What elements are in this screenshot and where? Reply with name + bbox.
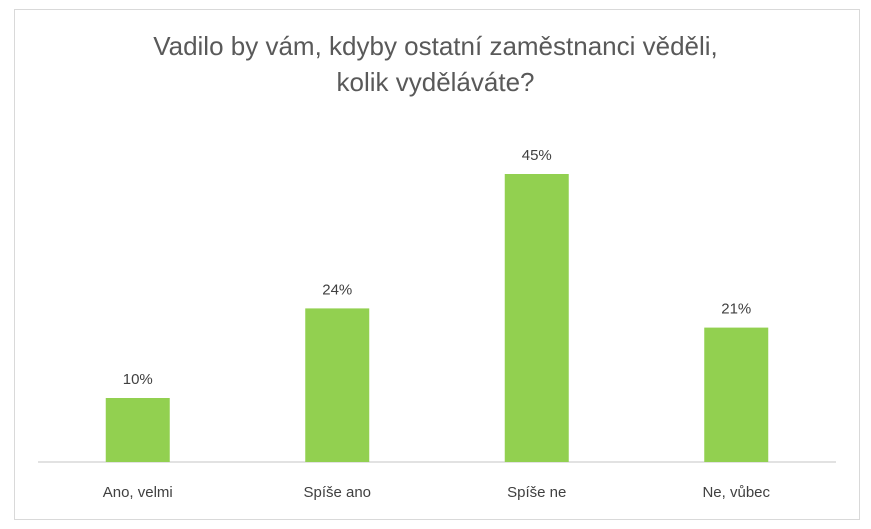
data-label: 24% xyxy=(322,281,352,298)
bar xyxy=(704,327,769,462)
category-label: Ano, velmi xyxy=(103,484,173,501)
bar xyxy=(105,398,170,462)
data-label: 45% xyxy=(522,147,552,164)
data-label: 10% xyxy=(123,371,153,388)
bar xyxy=(504,174,569,462)
category-label: Spíše ano xyxy=(303,484,371,501)
chart-title-line-1: Vadilo by vám, kdyby ostatní zaměstnanci… xyxy=(153,31,718,61)
chart-title: Vadilo by vám, kdyby ostatní zaměstnanci… xyxy=(0,28,871,100)
chart-title-line-2: kolik vyděláváte? xyxy=(336,67,535,97)
bar xyxy=(305,308,370,462)
category-label: Ne, vůbec xyxy=(702,484,770,501)
data-label: 21% xyxy=(721,301,751,318)
category-label: Spíše ne xyxy=(507,484,566,501)
